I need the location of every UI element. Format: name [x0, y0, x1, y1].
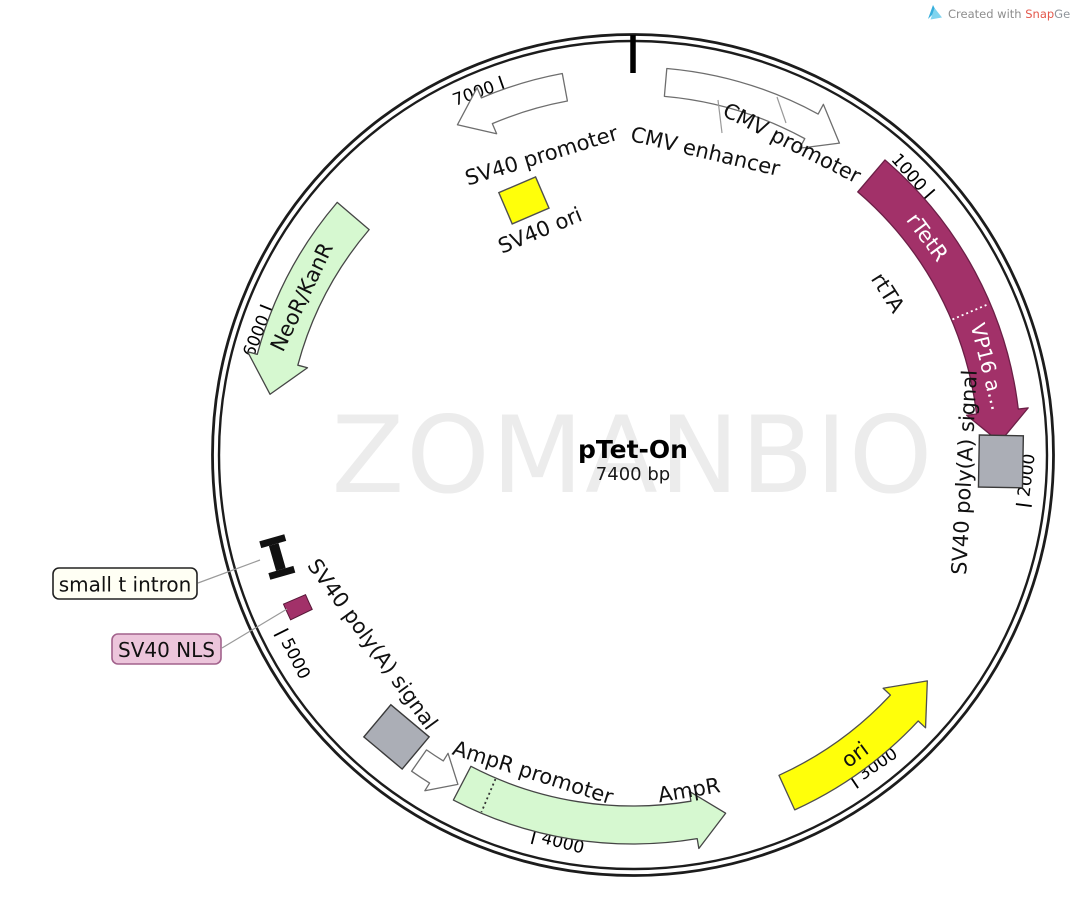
- feature-divider-rtta-cds: [952, 302, 990, 321]
- credit-brand-gene: Gene: [1054, 7, 1071, 21]
- feature-sv40-polya-signal-right-box[interactable]: [977, 434, 1025, 489]
- feature-divider-ampr-cds: [480, 778, 497, 813]
- leader-sv40-nls: [221, 608, 288, 649]
- feature-sv40-promoter-arrow[interactable]: [456, 72, 569, 135]
- snapgene-logo-icon-accent: [930, 8, 942, 20]
- feature-small-t-intron-marker-part: [259, 534, 287, 549]
- feature-sv40-polya-signal-left-box[interactable]: [362, 703, 431, 771]
- tick-5000: [273, 627, 289, 637]
- credit-brand-snap: Snap: [1025, 7, 1054, 21]
- label-box-small-t-intron[interactable]: [52, 567, 198, 600]
- tick-7000: [498, 75, 506, 92]
- plasmid-size-label: 7400 bp: [596, 464, 670, 485]
- feature-sv40-ori-box[interactable]: [497, 175, 550, 225]
- svg-text:Created with SnapGene®: Created with SnapGene®: [948, 7, 1071, 21]
- label-box-text-small-t-intron[interactable]: small t intron: [59, 573, 192, 597]
- watermark: ZOMANBIO: [332, 394, 935, 517]
- plasmid-title: pTet-On: [578, 435, 688, 464]
- leader-cmv-enhancer: [717, 99, 723, 134]
- credit-prefix: Created with: [948, 7, 1025, 21]
- plasmid-backbone-outer-ring: [211, 33, 1055, 877]
- label-box-sv40-nls[interactable]: [111, 633, 222, 665]
- snapgene-logo-icon: [928, 5, 936, 19]
- leader-cmv-promoter: [776, 96, 787, 124]
- feature-ampr-cds[interactable]: [452, 765, 727, 850]
- feature-ori-arrow[interactable]: [778, 680, 928, 811]
- feature-small-t-intron-marker[interactable]: [259, 534, 296, 580]
- feature-neor-kanr-cds[interactable]: [246, 201, 370, 395]
- tick-2000: [1015, 503, 1032, 507]
- label-box-text-sv40-nls[interactable]: SV40 NLS: [118, 638, 215, 662]
- snapgene-credit: Created with SnapGene®: [928, 5, 1071, 21]
- feature-small-t-intron-marker-part: [268, 543, 286, 571]
- feature-cmv-enhancer-promoter-arrow[interactable]: [663, 67, 841, 149]
- feature-ampr-promoter-arrow[interactable]: [410, 749, 459, 792]
- feature-sv40-nls-marker[interactable]: [282, 594, 313, 621]
- leader-small-t-intron: [197, 559, 261, 584]
- feature-small-t-intron-marker-part: [268, 565, 296, 580]
